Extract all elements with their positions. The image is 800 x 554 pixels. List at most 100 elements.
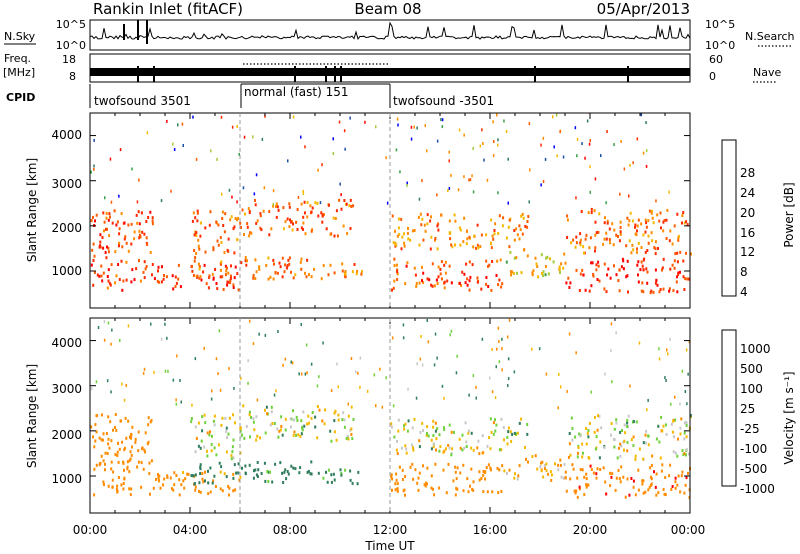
echo-cell (430, 474, 433, 478)
echo-cell (396, 489, 399, 493)
echo-cell (347, 414, 350, 418)
echo-cell (158, 280, 161, 284)
echo-cell (635, 233, 638, 237)
echo-cell (303, 424, 306, 428)
echo-cell (490, 430, 493, 434)
echo-cell (651, 239, 654, 243)
freq-panel: Freq. [MHz] 18 8 60 0 Nave (3, 52, 781, 83)
echo-cell (640, 222, 643, 226)
echo-cell (605, 237, 608, 241)
echo-cell (676, 212, 679, 216)
echo-cell (406, 184, 408, 187)
echo-cell (621, 257, 624, 261)
echo-cell (661, 266, 664, 270)
echo-cell (444, 260, 447, 264)
echo-cell (403, 427, 406, 431)
echo-cell (480, 287, 483, 291)
echo-cell (627, 223, 630, 227)
echo-cell (274, 462, 277, 466)
echo-cell (660, 469, 663, 473)
echo-cell (268, 210, 271, 213)
echo-cell (436, 224, 439, 228)
echo-cell (108, 446, 111, 450)
echo-cell (593, 209, 596, 213)
echo-cell (258, 332, 260, 336)
echo-cell (453, 430, 455, 434)
echo-cell (208, 433, 211, 437)
echo-cell (219, 275, 222, 279)
echo-cell (564, 476, 567, 480)
echo-cell (538, 347, 541, 351)
velocity-colorbar (721, 329, 737, 487)
echo-cell (424, 124, 426, 128)
echo-cell (516, 271, 518, 275)
echo-cell (107, 415, 110, 419)
echo-cell (470, 467, 473, 471)
echo-cell (213, 474, 216, 478)
echo-cell (673, 259, 676, 263)
xtick-0000: 00:00 (73, 523, 108, 537)
echo-cell (198, 267, 201, 271)
echo-cell (589, 464, 592, 468)
echo-cell (396, 452, 399, 455)
echo-cell (206, 454, 209, 458)
echo-cell (647, 234, 650, 238)
echo-cell (492, 432, 495, 436)
noise-right-tick-top: 10^5 (705, 18, 735, 31)
echo-cell (217, 223, 220, 227)
echo-cell (345, 436, 348, 440)
echo-cell (471, 263, 474, 267)
echo-cell (470, 446, 473, 450)
echo-cell (206, 449, 208, 453)
echo-cell (625, 244, 628, 248)
echo-cell (284, 357, 287, 361)
echo-cell (238, 152, 240, 156)
velocity-ylabel: Slant Range [km] (25, 364, 39, 468)
echo-cell (503, 438, 505, 442)
echo-cell (220, 262, 222, 266)
echo-cell (598, 279, 601, 283)
echo-cell (619, 232, 622, 236)
echo-cell (357, 470, 360, 474)
cpid-segment-1: twofsound 3501 (94, 94, 191, 108)
echo-cell (285, 266, 288, 270)
echo-cell (114, 452, 117, 456)
echo-cell (448, 446, 451, 450)
echo-cell (93, 167, 95, 171)
echo-cell (450, 329, 453, 333)
echo-cell (622, 475, 625, 479)
echo-cell (273, 262, 275, 266)
echo-cell (494, 418, 496, 422)
echo-cell (482, 490, 485, 494)
echo-cell (443, 396, 445, 400)
x-axis-label: Time UT (364, 539, 415, 553)
echo-cell (555, 113, 558, 117)
echo-cell (469, 178, 472, 182)
echo-cell (406, 261, 409, 265)
echo-cell (314, 425, 317, 429)
echo-cell (455, 477, 458, 481)
echo-cell (665, 433, 668, 436)
echo-cell (670, 402, 672, 406)
echo-cell (465, 242, 468, 246)
echo-cell (558, 372, 560, 376)
echo-cell (302, 227, 304, 231)
echo-cell (436, 139, 439, 143)
echo-cell (602, 466, 605, 470)
echo-cell (256, 461, 259, 464)
echo-cell (492, 421, 495, 425)
echo-cell (150, 419, 153, 422)
echo-cell (468, 260, 471, 264)
echo-cell (352, 418, 355, 421)
echo-cell (664, 476, 667, 479)
echo-cell (300, 323, 302, 326)
echo-cell (147, 216, 150, 219)
echo-cell (173, 483, 176, 487)
echo-cell (424, 484, 427, 488)
echo-cell (107, 268, 110, 272)
echo-cell (603, 287, 606, 291)
echo-cell (190, 474, 193, 477)
echo-cell (434, 238, 436, 242)
echo-cell (619, 480, 622, 484)
echo-cell (580, 210, 583, 213)
